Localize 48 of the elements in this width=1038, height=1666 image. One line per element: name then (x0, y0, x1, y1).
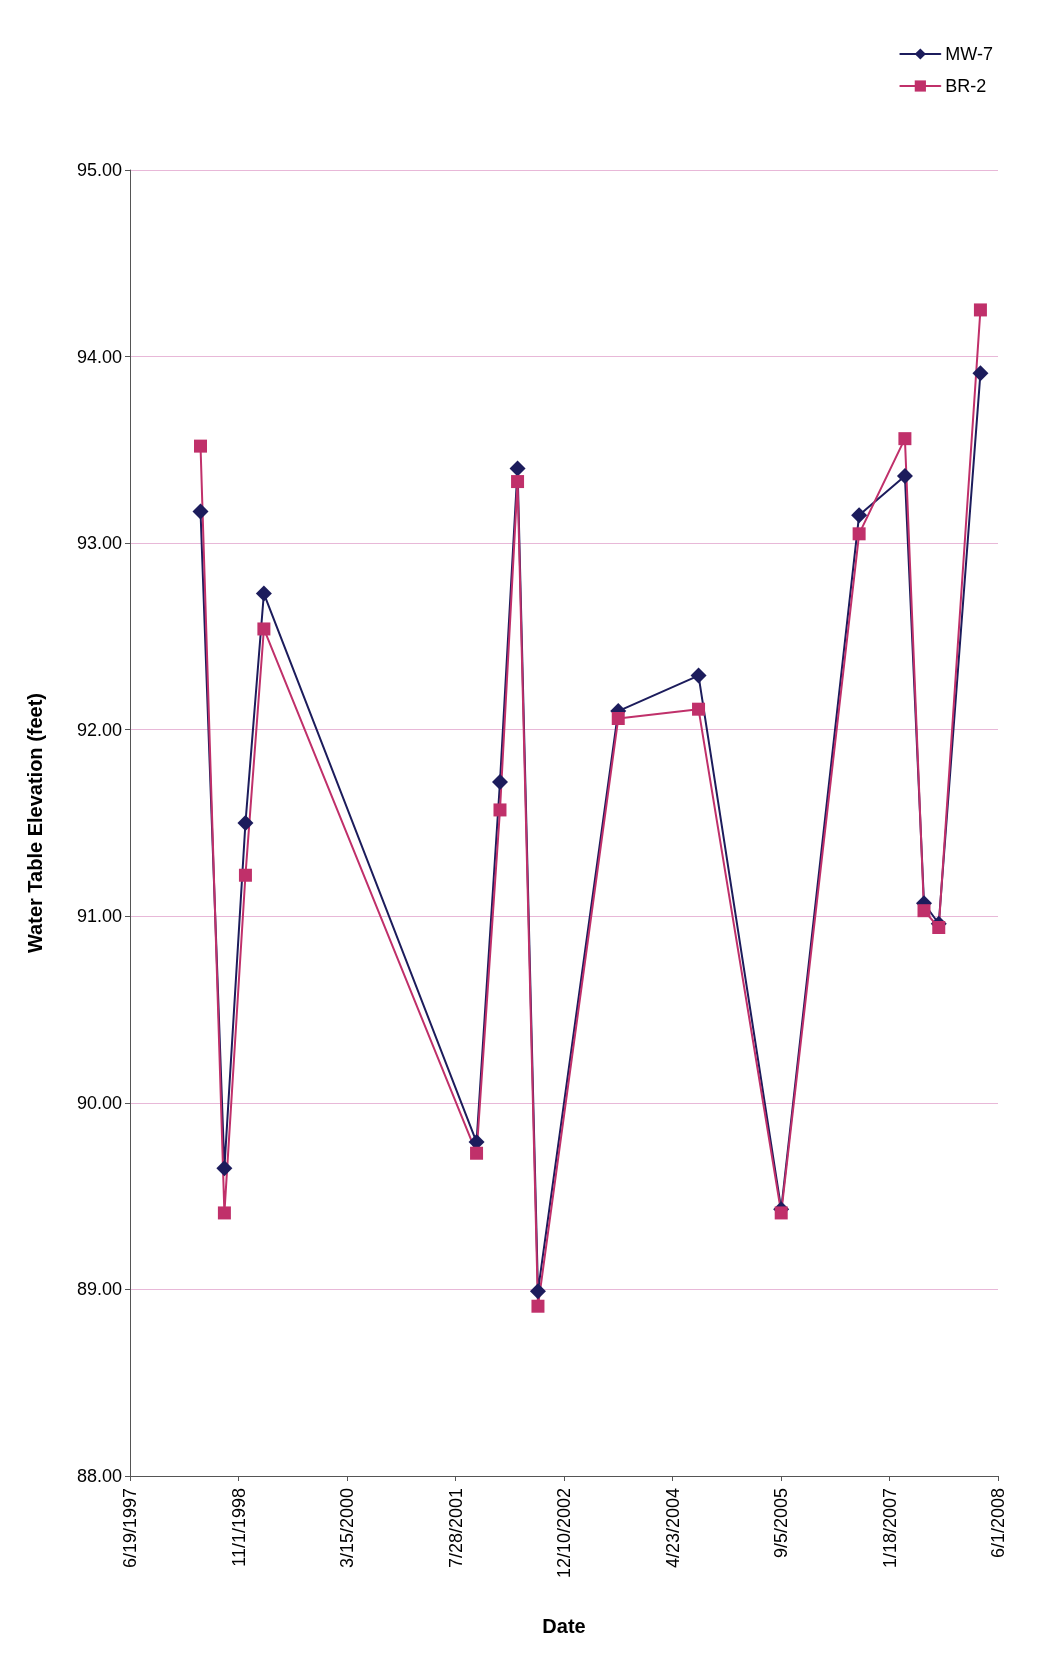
point (257, 622, 271, 636)
point (692, 702, 706, 716)
y-tick-label: 88.00 (76, 1466, 122, 1486)
point (917, 904, 931, 918)
point (509, 460, 526, 477)
x-tick-label: 6/19/1997 (120, 1488, 140, 1569)
x-axis-title: Date (542, 1615, 586, 1637)
x-tick-label: 7/28/2001 (445, 1488, 466, 1569)
point (611, 712, 625, 726)
point (774, 1206, 788, 1220)
y-tick-label: 90.00 (76, 1092, 122, 1113)
point (852, 527, 866, 541)
y-tick-label: 92.00 (76, 719, 122, 740)
x-tick-label: 1/18/2007 (879, 1488, 900, 1569)
y-tick-label: 94.00 (76, 346, 122, 367)
point (192, 503, 209, 520)
x-tick-label: 12/10/2002 (554, 1488, 574, 1579)
point (194, 439, 208, 453)
x-tick-label: 9/5/2005 (771, 1488, 791, 1559)
x-tick-label: 3/15/2000 (337, 1488, 357, 1569)
legend-label: MW-7 (945, 44, 994, 64)
point (531, 1299, 545, 1313)
point (216, 1160, 233, 1177)
point (491, 773, 508, 790)
x-tick-label: 6/1/2008 (988, 1488, 1008, 1559)
y-tick-label: 95.00 (76, 160, 122, 180)
y-tick-label: 91.00 (76, 906, 122, 927)
point (898, 432, 912, 446)
y-axis-title: Water Table Elevation (feet) (24, 692, 46, 954)
point (972, 365, 989, 382)
point (493, 803, 507, 817)
point (238, 868, 252, 882)
y-tick-label: 89.00 (76, 1279, 122, 1300)
point (255, 585, 272, 602)
legend-label: BR-2 (945, 76, 987, 96)
point (237, 815, 254, 831)
y-tick-label: 93.00 (76, 533, 122, 554)
point (896, 467, 913, 484)
point (851, 507, 868, 524)
x-tick-label: 11/1/1998 (228, 1488, 249, 1567)
point (529, 1283, 546, 1300)
point (932, 920, 946, 934)
point (470, 1146, 484, 1160)
point (973, 303, 987, 317)
point (511, 475, 525, 489)
point (217, 1206, 231, 1220)
point (690, 667, 707, 684)
x-tick-label: 4/23/2004 (662, 1488, 683, 1569)
